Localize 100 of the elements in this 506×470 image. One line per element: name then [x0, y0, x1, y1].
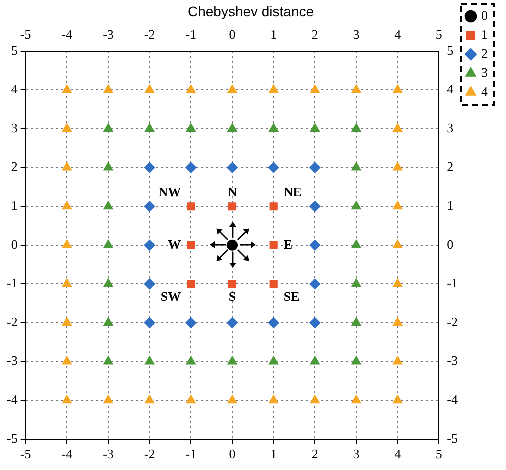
point — [104, 84, 114, 94]
point — [62, 124, 72, 132]
point — [393, 356, 403, 365]
x2-tick-label: 0 — [229, 27, 236, 42]
point — [187, 202, 196, 211]
point — [270, 202, 278, 211]
point — [393, 240, 403, 248]
y2-tick-label: 3 — [447, 120, 454, 136]
point — [228, 356, 238, 365]
point — [104, 318, 114, 326]
annotation: SE — [284, 289, 300, 304]
point — [104, 124, 114, 132]
point — [393, 84, 403, 94]
annotation: W — [168, 236, 182, 252]
legend-label: 3 — [482, 64, 488, 80]
annotation: SW — [160, 289, 182, 304]
point — [186, 84, 196, 94]
y-tick-label: -4 — [6, 392, 18, 408]
point — [144, 318, 156, 328]
x2-tick-label: 1 — [270, 27, 278, 42]
point — [186, 356, 196, 365]
point — [269, 356, 279, 365]
point — [228, 124, 238, 132]
point — [228, 280, 237, 288]
x-tick-label: -1 — [186, 446, 197, 462]
point — [187, 241, 196, 250]
point — [310, 162, 321, 174]
y-tick-label: 0 — [11, 236, 18, 252]
point — [352, 124, 362, 132]
point — [62, 395, 72, 404]
point — [186, 395, 196, 404]
y2-tick-label: -1 — [447, 276, 458, 291]
point — [227, 162, 238, 174]
x2-tick-label: -2 — [144, 27, 156, 42]
x-tick-label: -3 — [103, 446, 114, 462]
x2-tick-label: -4 — [62, 27, 74, 42]
y2-tick-label: 2 — [447, 159, 454, 174]
point — [144, 162, 156, 174]
x-tick-label: -4 — [62, 446, 74, 462]
point — [145, 395, 155, 404]
point — [270, 241, 278, 250]
point — [104, 162, 114, 171]
y2-tick-label: -4 — [447, 392, 458, 408]
point — [393, 162, 403, 171]
annotation: E — [284, 236, 293, 252]
point — [310, 124, 320, 132]
x-tick-label: 4 — [394, 446, 402, 462]
x2-tick-label: 2 — [312, 27, 318, 42]
point — [393, 278, 403, 288]
point — [310, 278, 321, 290]
y2-tick-label: -3 — [447, 353, 458, 368]
y-tick-label: -3 — [6, 353, 18, 368]
point — [104, 240, 114, 248]
point — [352, 240, 362, 248]
point — [144, 240, 156, 251]
annotation: NW — [158, 184, 182, 200]
legend-label: 2 — [482, 46, 488, 61]
point — [352, 356, 362, 365]
point — [186, 318, 197, 328]
x2-tick-label: 4 — [394, 27, 402, 42]
x-tick-label: 3 — [353, 446, 360, 462]
point — [145, 84, 155, 94]
y-tick-label: -5 — [6, 430, 18, 446]
point — [187, 280, 196, 288]
point — [227, 240, 238, 251]
point — [352, 278, 362, 288]
legend-label: 1 — [482, 26, 488, 42]
point — [186, 162, 197, 174]
point — [268, 162, 280, 174]
point — [269, 124, 279, 132]
point — [393, 124, 403, 132]
point — [310, 84, 320, 94]
point — [62, 84, 72, 94]
point — [352, 318, 362, 326]
y-tick-label: 3 — [11, 120, 18, 136]
y-tick-label: 2 — [11, 159, 18, 174]
point — [393, 201, 403, 210]
point — [352, 395, 362, 404]
point — [310, 240, 321, 251]
point — [144, 201, 156, 212]
y-tick-label: -2 — [6, 314, 18, 330]
point — [62, 278, 72, 288]
point — [270, 280, 278, 288]
point — [310, 318, 321, 328]
point — [269, 84, 279, 94]
point — [352, 201, 362, 210]
x-tick-label: -2 — [144, 446, 156, 462]
point — [104, 278, 114, 288]
chart-title: Chebyshev distance — [188, 3, 314, 20]
point — [393, 318, 403, 326]
y2-tick-label: 5 — [447, 42, 454, 58]
annotation: N — [228, 184, 238, 200]
y2-tick-label: -5 — [447, 430, 458, 446]
point — [393, 395, 403, 404]
y2-tick-label: 4 — [447, 82, 454, 97]
point — [104, 356, 114, 365]
y-tick-label: 4 — [11, 82, 18, 97]
point — [310, 356, 320, 365]
point — [269, 395, 279, 404]
point — [227, 318, 238, 328]
